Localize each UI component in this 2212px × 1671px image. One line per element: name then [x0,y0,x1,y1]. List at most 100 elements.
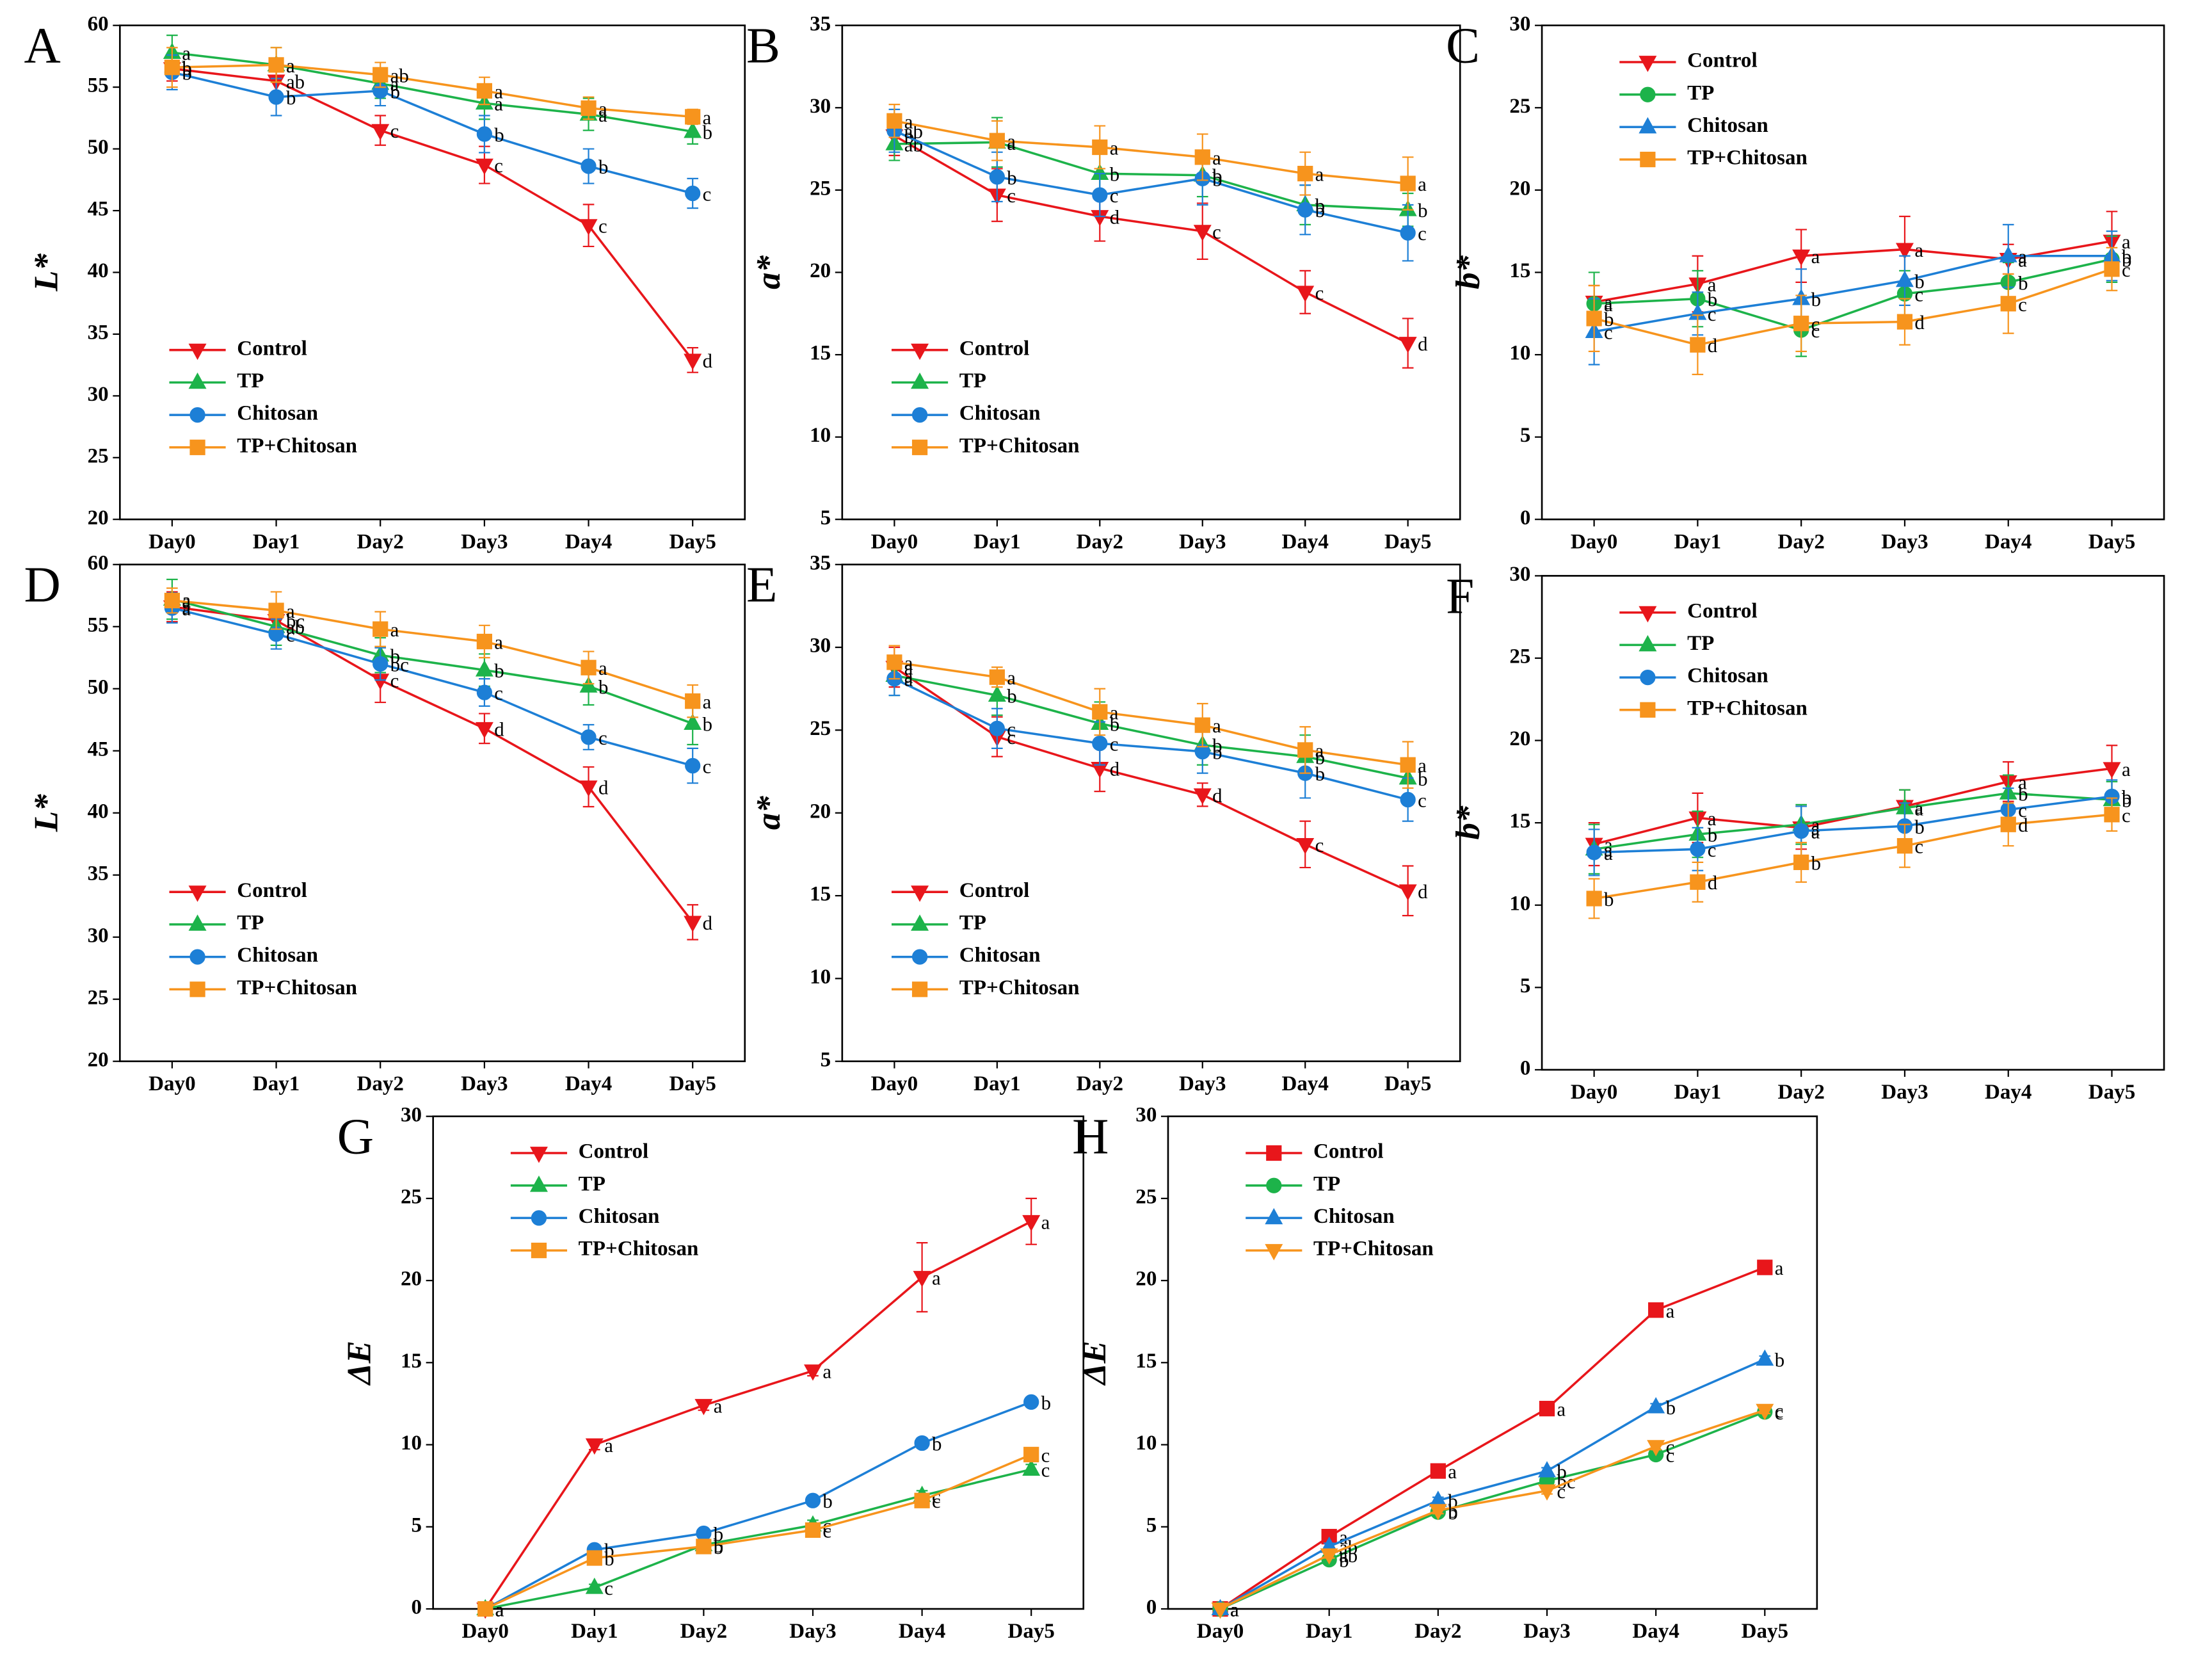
significance-letter: b [1448,1501,1457,1522]
significance-letter: a [604,1435,613,1457]
marker [581,729,597,745]
y-tick-label: 30 [1509,563,1530,586]
y-tick-label: 10 [810,424,831,447]
marker [579,219,598,236]
y-tick-label: 5 [1520,974,1531,997]
marker [1792,249,1811,266]
marker [189,981,205,997]
y-tick-label: 20 [88,1048,109,1071]
marker [1022,1215,1041,1232]
marker [911,439,928,455]
marker [268,89,284,105]
significance-letter: d [1418,881,1428,903]
marker [531,1210,547,1226]
significance-letter: a [182,598,191,620]
significance-letter: b [1212,742,1222,764]
series-line [1594,268,2113,346]
series-line [1219,1358,1766,1610]
significance-letter: c [1212,222,1221,243]
significance-letter: a [2018,249,2027,271]
significance-letter: b [714,1535,723,1556]
significance-letter: b [1110,714,1119,736]
x-tick-label: Day0 [1571,1081,1617,1104]
x-tick-label: Day4 [899,1620,945,1643]
significance-letter: a [494,93,503,115]
legend-label: TP [579,1172,605,1195]
marker [1297,166,1313,182]
significance-letter: b [494,124,504,146]
marker [1640,151,1656,168]
marker [685,109,701,125]
marker [1400,791,1416,808]
significance-letter: c [390,120,399,142]
significance-letter: c [604,1578,613,1599]
x-tick-label: Day3 [1179,530,1226,553]
marker [476,684,493,700]
marker [2104,261,2120,277]
legend-label: TP+Chitosan [237,434,357,457]
marker [1586,311,1602,327]
marker [2104,807,2120,823]
series-line [485,1453,1032,1610]
x-tick-label: Day4 [565,1072,612,1095]
significance-letter: c [1604,322,1613,344]
significance-letter: c [598,727,607,749]
y-tick-label: 25 [1509,95,1530,118]
marker [694,1399,713,1416]
x-tick-label: Day5 [1384,530,1431,553]
marker [1586,891,1602,907]
legend-label: TP [237,369,264,392]
marker [684,916,702,932]
marker [685,693,701,709]
significance-letter: a [1604,834,1613,856]
significance-letter: d [703,912,713,934]
x-tick-label: Day5 [1007,1620,1054,1643]
series-line [1594,239,2112,303]
panel: Cb* 0 5 10 15 20 25 30 Day0 Day1 Day2 Day3 Day4 Day5 a… [1446,12,2165,553]
marker [529,1175,548,1192]
significance-letter: c [1007,185,1016,207]
significance-letter: b [1315,200,1325,222]
x-tick-label: Day3 [461,530,508,553]
y-axis-label: L* [28,254,65,292]
series-line [894,129,1409,234]
x-tick-label: Day2 [680,1620,727,1643]
marker [989,169,1005,185]
marker [1639,117,1657,134]
significance-letter: a [2018,246,2027,268]
y-axis-label: ΔE [1076,1341,1113,1385]
significance-letter: c [2018,294,2027,316]
y-tick-label: 10 [1509,342,1530,365]
panel: Ea* 5 10 15 20 25 30 35 Day0 Day1 Day2 Day3 Day4 Day5… [746,551,1461,1095]
significance-letter: b [1315,763,1325,785]
significance-letter: a [1604,843,1613,864]
legend-label: Chitosan [579,1205,660,1228]
y-tick-label: 25 [88,986,109,1009]
marker [1296,286,1315,302]
legend-label: TP+Chitosan [959,434,1080,457]
x-tick-label: Day2 [1777,530,1824,553]
significance-letter: a [904,111,913,133]
marker [189,949,205,965]
significance-letter: a [2018,771,2027,793]
significance-letter: a [1604,839,1613,861]
panel: Fb* 0 5 10 15 20 25 30 Day0 Day1 Day2 Day3 Day4 Day5 a… [1446,563,2165,1104]
significance-letter: ab [286,617,305,638]
x-tick-label: Day4 [1282,530,1329,553]
significance-letter: a [932,1267,941,1289]
y-tick-label: 30 [88,383,109,406]
significance-letter: a [598,658,607,679]
marker [696,1538,712,1554]
marker [911,914,929,931]
legend-label: TP [1687,81,1714,104]
marker [684,122,702,138]
marker [164,60,180,76]
marker [2103,762,2121,779]
y-axis-label: ΔE [341,1341,378,1385]
series-line [1594,258,2112,332]
x-tick-label: Day4 [1282,1072,1329,1095]
x-tick-label: Day5 [2088,530,2135,553]
significance-letter: a [1110,137,1119,159]
x-tick-label: Day3 [1881,1081,1928,1104]
marker [1647,1397,1665,1414]
